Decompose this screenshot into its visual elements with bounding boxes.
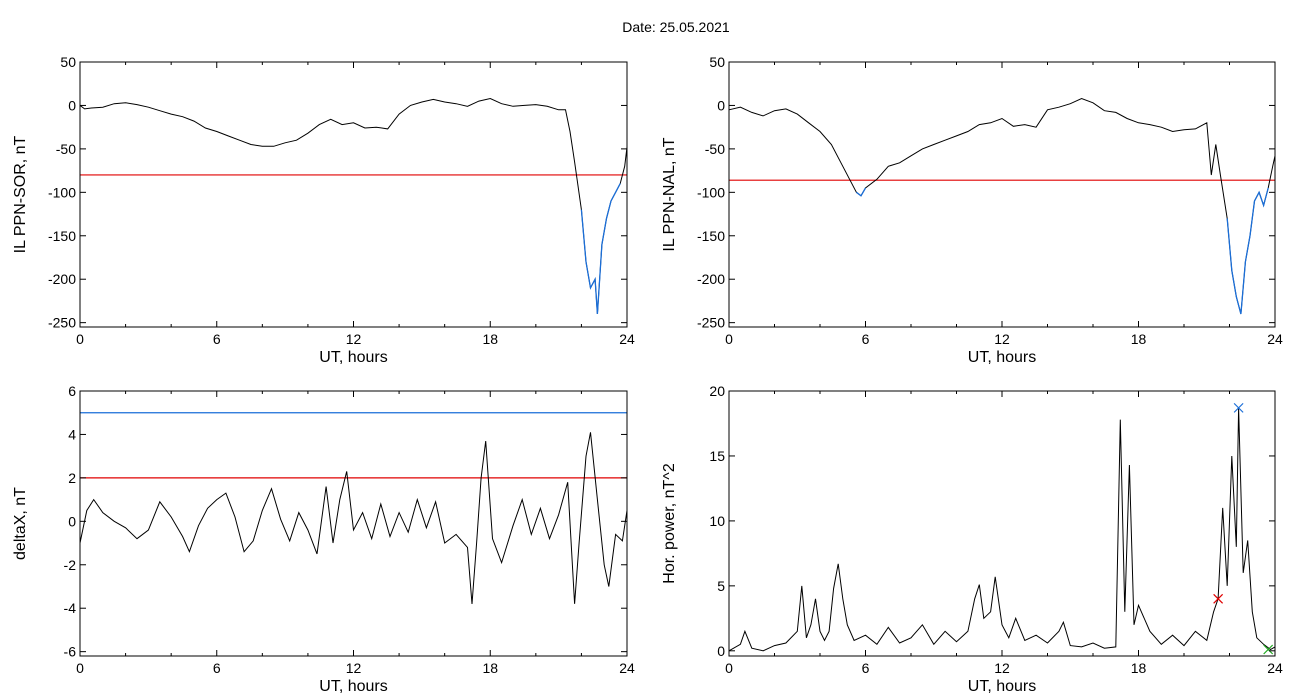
sor-xtick-label: 6 xyxy=(213,331,221,347)
sor-series-line xyxy=(79,97,628,315)
nal-xtick-label: 18 xyxy=(1131,331,1147,347)
deltax-panel: 0 6 12 18 24 6 4 2 0 -2 -4 -6 UT, hours deltaX, nT xyxy=(12,383,635,695)
sor-x-axis-label: UT, hours xyxy=(319,349,387,366)
deltax-ytick-label: 4 xyxy=(68,426,76,442)
deltax-xtick-label: 24 xyxy=(619,660,635,676)
power-xtick-label: 24 xyxy=(1267,660,1283,676)
power-marker-1-stroke-b xyxy=(1233,402,1244,413)
deltax-ytick-label: -6 xyxy=(64,644,77,660)
sor-ytick-label: -150 xyxy=(48,228,76,244)
nal-ytick-label: 50 xyxy=(709,54,725,70)
nal-x-axis-label: UT, hours xyxy=(968,349,1036,366)
power-xtick-label: 6 xyxy=(862,660,870,676)
nal-xtick-label: 12 xyxy=(994,331,1010,347)
deltax-xtick-label: 12 xyxy=(346,660,362,676)
deltax-ytick-label: -2 xyxy=(64,557,77,573)
deltax-x-axis-label: UT, hours xyxy=(319,678,387,695)
nal-ytick-label: -150 xyxy=(697,228,725,244)
nal-xtick-label: 6 xyxy=(862,331,870,347)
sor-y-axis-label: IL PPN-SOR, nT xyxy=(12,135,29,253)
power-series-line xyxy=(728,407,1276,652)
power-ytick-label: 0 xyxy=(717,643,725,659)
sor-ytick-label: 50 xyxy=(60,54,76,70)
nal-ytick-label: -200 xyxy=(697,271,725,287)
sor-ytick-label: -100 xyxy=(48,184,76,200)
nal-ytick-label: -250 xyxy=(697,315,725,331)
power-ytick-label: 15 xyxy=(709,448,725,464)
power-xtick-label: 0 xyxy=(725,660,733,676)
power-marker-1 xyxy=(1233,402,1244,413)
sor-xtick-label: 18 xyxy=(482,331,498,347)
nal-plot-frame xyxy=(728,61,1276,328)
nal-ytick-label: 0 xyxy=(717,97,725,113)
nal-xtick-label: 0 xyxy=(725,331,733,347)
sor-xtick-label: 24 xyxy=(619,331,635,347)
power-xtick-label: 18 xyxy=(1131,660,1147,676)
sor-plot-frame xyxy=(79,61,628,328)
power-marker-2 xyxy=(1263,644,1274,655)
power-panel: 0 6 12 18 24 20 15 10 5 0 UT, hours Hor. power, nT^… xyxy=(661,383,1283,695)
nal-ytick-label: -100 xyxy=(697,184,725,200)
nal-panel: 0 6 12 18 24 50 0 -50 -100 -150 -200 -250 UT, hours I… xyxy=(661,54,1283,366)
deltax-xtick-label: 18 xyxy=(482,660,498,676)
power-marker-0-stroke-b xyxy=(1213,593,1224,604)
deltax-xtick-label: 6 xyxy=(213,660,221,676)
sor-xtick-label: 0 xyxy=(76,331,84,347)
deltax-xtick-label: 0 xyxy=(76,660,84,676)
sor-ytick-label: -200 xyxy=(48,271,76,287)
sor-ytick-label: -250 xyxy=(48,315,76,331)
power-xtick-label: 12 xyxy=(994,660,1010,676)
deltax-ytick-label: 6 xyxy=(68,383,76,399)
sor-highlight-segment-0 xyxy=(580,183,621,315)
sor-ytick-label: -50 xyxy=(56,141,76,157)
sor-ytick-label: 0 xyxy=(68,97,76,113)
power-x-axis-label: UT, hours xyxy=(968,678,1036,695)
sor-xtick-label: 12 xyxy=(346,331,362,347)
deltax-ytick-label: -4 xyxy=(64,600,77,616)
nal-series-line xyxy=(728,97,1276,315)
nal-xtick-label: 24 xyxy=(1267,331,1283,347)
power-marker-0 xyxy=(1213,593,1224,604)
deltax-ytick-label: 0 xyxy=(68,513,76,529)
date-title: Date: 25.05.2021 xyxy=(622,19,730,35)
nal-ytick-label: -50 xyxy=(705,141,725,157)
deltax-series-line xyxy=(79,432,628,604)
power-ytick-label: 20 xyxy=(709,383,725,399)
deltax-y-axis-label: deltaX, nT xyxy=(12,487,29,560)
power-ytick-label: 10 xyxy=(709,513,725,529)
deltax-ytick-label: 2 xyxy=(68,470,76,486)
power-plot-frame xyxy=(728,390,1276,657)
sor-panel: 0 6 12 18 24 50 0 -50 -100 -150 -200 -250 UT, hours I… xyxy=(12,54,635,366)
power-y-axis-label: Hor. power, nT^2 xyxy=(661,463,678,584)
nal-highlight-segment-0 xyxy=(856,187,867,197)
nal-highlight-segment-1 xyxy=(1226,187,1269,315)
power-marker-2-stroke-b xyxy=(1263,644,1274,655)
nal-y-axis-label: IL PPN-NAL, nT xyxy=(661,137,678,251)
power-ytick-label: 5 xyxy=(717,578,725,594)
